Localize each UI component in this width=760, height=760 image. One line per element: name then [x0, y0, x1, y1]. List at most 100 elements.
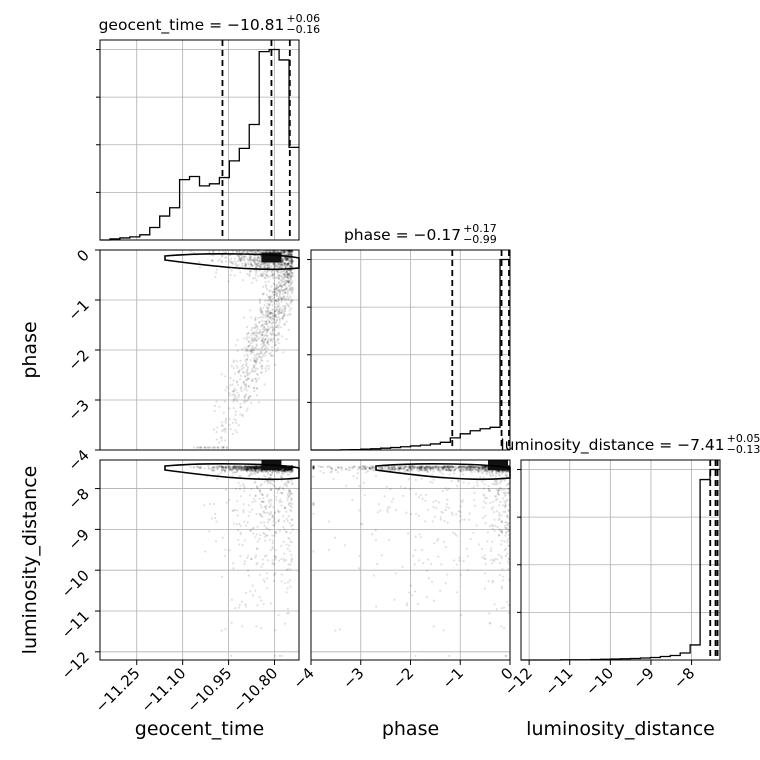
- sample-point: [272, 320, 275, 323]
- sample-point: [498, 482, 501, 485]
- sample-point: [291, 286, 294, 289]
- sample-point: [287, 260, 290, 263]
- sample-point: [251, 264, 254, 267]
- sample-point: [251, 345, 254, 348]
- sample-point: [274, 549, 277, 552]
- sample-point: [275, 283, 278, 286]
- sample-point: [246, 373, 249, 377]
- sample-point: [265, 311, 268, 314]
- sample-point: [212, 250, 215, 254]
- sample-point: [279, 263, 282, 266]
- sample-point: [280, 297, 283, 300]
- sample-point: [506, 514, 509, 517]
- sample-point: [266, 264, 269, 267]
- sample-point: [274, 629, 277, 632]
- sample-point: [243, 486, 246, 490]
- sample-point: [269, 549, 272, 552]
- sample-point: [283, 552, 286, 555]
- sample-point: [287, 514, 290, 518]
- sample-point: [275, 288, 278, 291]
- sample-point: [289, 265, 292, 268]
- sample-point: [284, 299, 287, 302]
- sample-point: [286, 499, 289, 502]
- sample-point: [476, 484, 479, 487]
- sample-point: [414, 654, 417, 658]
- sample-point: [496, 526, 499, 529]
- sample-point: [439, 589, 442, 592]
- sample-point: [274, 334, 278, 337]
- sample-point: [244, 265, 247, 268]
- sample-point: [246, 355, 249, 358]
- sample-point: [257, 261, 260, 264]
- sample-point: [263, 270, 266, 273]
- sample-point: [233, 393, 236, 396]
- sample-point: [243, 468, 246, 471]
- sample-point: [254, 536, 257, 539]
- sample-point: [289, 471, 292, 474]
- sample-point: [472, 465, 475, 468]
- sample-point: [189, 250, 192, 253]
- sample-point: [276, 487, 280, 491]
- sample-point: [429, 480, 432, 483]
- sample-point: [496, 558, 499, 561]
- sample-point: [275, 276, 278, 279]
- sample-point: [245, 363, 248, 366]
- sample-point: [277, 470, 280, 473]
- sample-point: [403, 465, 406, 469]
- sample-point: [203, 467, 206, 470]
- sample-point: [243, 354, 246, 357]
- sample-point: [256, 604, 259, 607]
- sample-point: [290, 259, 293, 262]
- sample-point: [289, 270, 292, 273]
- sample-point: [495, 608, 498, 611]
- sample-point: [233, 359, 236, 362]
- sample-point: [253, 261, 256, 264]
- sample-point: [244, 591, 247, 594]
- sample-point: [271, 542, 274, 545]
- sample-point: [265, 526, 268, 530]
- sample-point: [253, 259, 256, 263]
- sample-point: [352, 465, 356, 468]
- sample-point: [258, 321, 261, 324]
- sample-point: [444, 508, 447, 512]
- sample-point: [258, 260, 261, 263]
- sample-point: [272, 518, 276, 521]
- sample-point: [281, 317, 284, 320]
- sample-point: [280, 470, 283, 473]
- sample-point: [259, 308, 262, 311]
- sample-point: [239, 524, 242, 528]
- sample-point: [243, 560, 246, 563]
- sample-point: [290, 273, 294, 276]
- sample-point: [284, 256, 287, 259]
- sample-point: [287, 279, 290, 282]
- sample-point: [259, 521, 263, 524]
- sample-point: [263, 320, 266, 323]
- sample-point: [249, 255, 252, 258]
- sample-point: [264, 347, 267, 350]
- sample-point: [282, 258, 285, 261]
- sample-point: [252, 497, 256, 500]
- sample-point: [251, 259, 254, 262]
- sample-point: [212, 254, 215, 257]
- sample-point: [263, 329, 266, 332]
- sample-point: [252, 366, 256, 369]
- sample-point: [262, 470, 265, 473]
- sample-point: [278, 311, 281, 314]
- sample-point: [262, 500, 265, 503]
- sample-point: [236, 466, 239, 469]
- sample-point: [278, 321, 281, 324]
- sample-point: [277, 324, 281, 327]
- sample-point: [283, 283, 286, 286]
- sample-point: [273, 328, 276, 331]
- sample-point: [277, 277, 281, 280]
- sample-point: [272, 318, 275, 321]
- sample-point: [288, 252, 291, 255]
- sample-point: [282, 315, 285, 318]
- sample-point: [412, 554, 415, 557]
- sample-point: [224, 427, 227, 430]
- sample-point: [243, 539, 246, 542]
- sample-point: [274, 276, 277, 279]
- sample-point: [329, 471, 332, 474]
- sample-point: [281, 260, 284, 263]
- sample-point: [282, 252, 285, 255]
